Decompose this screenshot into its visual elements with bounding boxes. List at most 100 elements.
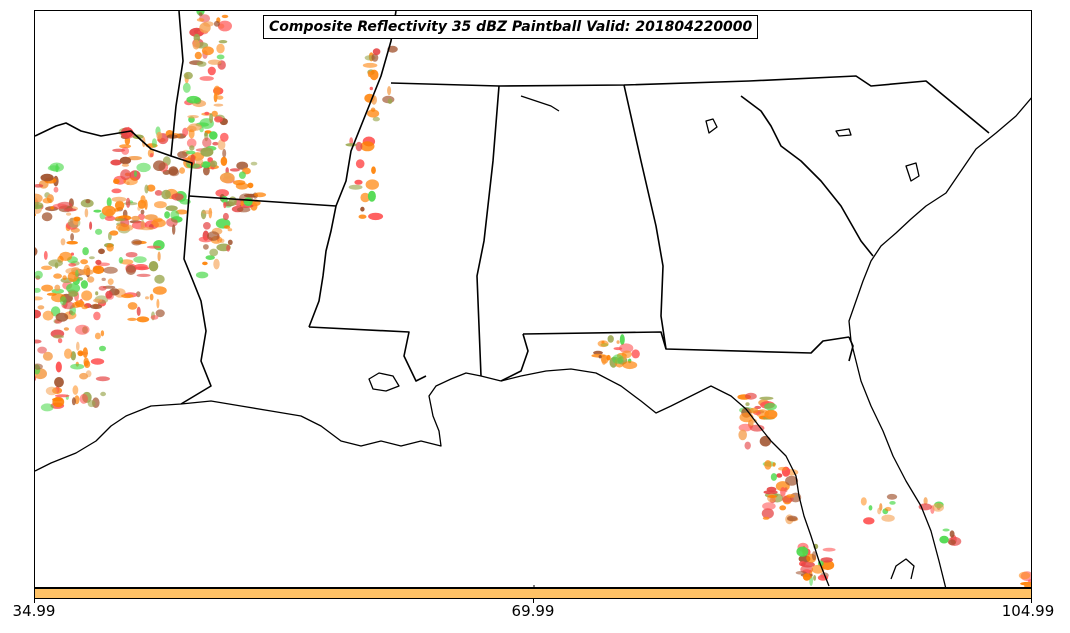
colorbar-tick-label-mid: 69.99: [511, 602, 555, 620]
reflectivity-blob: [240, 200, 244, 207]
reflectivity-blob: [83, 264, 91, 276]
reflectivity-blob: [66, 212, 72, 216]
reflectivity-blob: [35, 363, 43, 370]
reflectivity-blob: [877, 507, 882, 515]
reflectivity-blob: [360, 192, 371, 203]
reflectivity-blob: [40, 173, 54, 182]
reflectivity-blob: [170, 210, 180, 220]
reflectivity-blob: [121, 293, 134, 299]
reflectivity-blob: [362, 62, 378, 68]
reflectivity-blob: [136, 273, 151, 277]
reflectivity-blob: [222, 212, 229, 221]
reflectivity-blob: [199, 76, 214, 81]
reflectivity-blob: [35, 296, 43, 301]
reflectivity-blob: [250, 161, 258, 166]
reflectivity-blob: [82, 247, 89, 256]
reflectivity-blob: [85, 370, 92, 378]
reflectivity-blob: [93, 209, 102, 213]
reflectivity-blob: [209, 113, 214, 124]
reflectivity-blob: [76, 341, 80, 351]
reflectivity-blob: [204, 111, 210, 116]
reflectivity-blob: [125, 197, 131, 208]
reflectivity-blob: [223, 225, 231, 229]
reflectivity-blob: [148, 261, 159, 272]
reflectivity-blob: [800, 561, 815, 568]
reflectivity-blob: [53, 273, 62, 279]
reflectivity-blob: [188, 128, 195, 139]
reflectivity-blob: [764, 409, 778, 420]
reflectivity-blob: [597, 340, 609, 348]
reflectivity-blob: [152, 286, 167, 295]
reflectivity-blob: [220, 156, 228, 166]
reflectivity-blob: [607, 335, 614, 343]
reflectivity-blob: [101, 277, 106, 281]
reflectivity-blob: [87, 400, 96, 408]
reflectivity-blob: [81, 290, 93, 301]
reflectivity-blob: [127, 302, 138, 310]
reflectivity-blob: [156, 298, 160, 309]
reflectivity-blob: [35, 247, 38, 256]
reflectivity-paintball-layer: [35, 11, 1031, 587]
reflectivity-blob: [786, 494, 795, 498]
reflectivity-blob: [237, 206, 251, 213]
reflectivity-blob: [616, 340, 620, 344]
reflectivity-blob: [166, 217, 178, 227]
reflectivity-blob: [186, 163, 201, 169]
reflectivity-blob: [95, 376, 110, 382]
reflectivity-blob: [35, 339, 42, 344]
reflectivity-blob: [767, 493, 777, 503]
reflectivity-blob: [195, 271, 209, 279]
reflectivity-blob: [210, 160, 218, 168]
reflectivity-blob: [95, 228, 103, 235]
reflectivity-blob: [168, 166, 179, 176]
reflectivity-blob: [35, 309, 41, 319]
reflectivity-blob: [150, 315, 159, 320]
reflectivity-blob: [84, 208, 89, 218]
reflectivity-blob: [89, 221, 93, 230]
reflectivity-blob: [41, 212, 53, 222]
reflectivity-blob: [54, 284, 61, 291]
reflectivity-blob: [41, 265, 53, 270]
reflectivity-blob: [119, 259, 134, 265]
reflectivity-blob: [41, 284, 53, 292]
reflectivity-blob: [227, 239, 233, 245]
reflectivity-blob: [149, 153, 154, 158]
reflectivity-blob: [881, 514, 895, 522]
colorbar-tick-mark: [1031, 599, 1032, 603]
reflectivity-blob: [355, 141, 363, 152]
reflectivity-blob: [42, 197, 52, 204]
reflectivity-blob: [51, 397, 63, 402]
reflectivity-blob: [250, 202, 258, 211]
reflectivity-blob: [79, 393, 89, 404]
reflectivity-blob: [371, 53, 379, 62]
reflectivity-blob: [860, 497, 867, 506]
reflectivity-blob: [217, 139, 226, 151]
reflectivity-blob: [387, 98, 393, 104]
reflectivity-blob: [253, 192, 267, 198]
reflectivity-blob: [939, 535, 949, 544]
reflectivity-blob: [203, 222, 211, 230]
reflectivity-blob: [154, 201, 167, 209]
reflectivity-blob: [151, 218, 166, 228]
reflectivity-blob: [82, 347, 88, 358]
reflectivity-blob: [785, 475, 799, 486]
reflectivity-blob: [144, 184, 149, 194]
reflectivity-blob: [113, 178, 120, 184]
reflectivity-blob: [201, 46, 214, 56]
reflectivity-blob: [778, 466, 788, 471]
map-panel: [34, 10, 1032, 588]
reflectivity-blob: [209, 131, 218, 140]
reflectivity-blob: [95, 291, 99, 296]
reflectivity-blob: [80, 280, 88, 289]
reflectivity-blob: [153, 160, 166, 171]
reflectivity-blob: [345, 143, 358, 147]
reflectivity-blob: [75, 269, 79, 278]
reflectivity-blob: [89, 256, 95, 260]
colorbar-tick-mark: [34, 599, 35, 603]
reflectivity-blob: [119, 144, 132, 149]
reflectivity-blob: [349, 137, 354, 146]
reflectivity-blob: [136, 306, 141, 316]
reflectivity-blob: [204, 132, 208, 137]
reflectivity-blob: [54, 394, 70, 398]
reflectivity-blob: [73, 216, 81, 222]
